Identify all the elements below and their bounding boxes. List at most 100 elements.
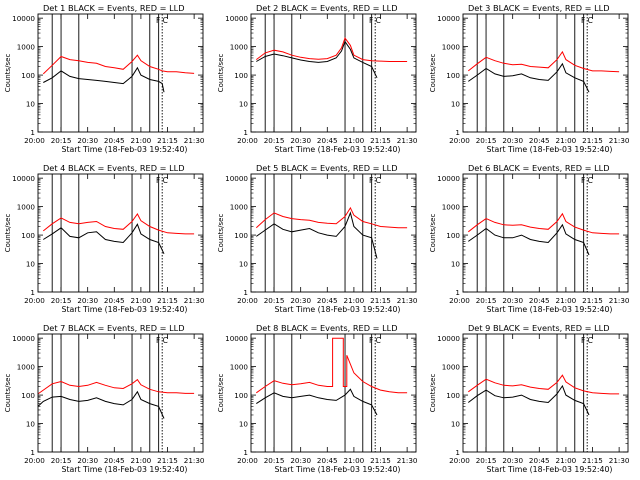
- x-tick-label: 21:15: [582, 296, 603, 305]
- x-tick-label: 21:00: [131, 296, 152, 305]
- events-rate-line: [43, 223, 165, 255]
- plot-frame: [37, 173, 204, 293]
- x-tick-label: 21:15: [157, 456, 178, 465]
- x-tick-label: 20:45: [529, 456, 550, 465]
- x-tick-label: 21:30: [397, 296, 418, 305]
- x-axis-label: Start Time (18-Feb-03 19:52:40): [275, 145, 401, 154]
- y-axis-label: Counts/sec: [4, 54, 12, 93]
- x-axis-label: Start Time (18-Feb-03 19:52:40): [487, 305, 613, 314]
- lld-rate-line: [255, 206, 408, 229]
- x-tick-label: 21:30: [184, 456, 205, 465]
- x-tick-label: 20:45: [104, 456, 125, 465]
- y-axis-label: Counts/sec: [4, 374, 12, 413]
- flag-label: C: [376, 336, 381, 345]
- events-rate-line: [468, 223, 590, 256]
- x-tick-label: 20:45: [529, 296, 550, 305]
- y-tick-label: 1: [455, 288, 460, 297]
- x-tick-label: 20:45: [104, 296, 125, 305]
- x-tick-label: 20:15: [51, 136, 72, 145]
- y-tick-label: 1000: [17, 203, 36, 212]
- x-tick-label: 20:45: [529, 136, 550, 145]
- x-tick-label: 20:30: [502, 456, 523, 465]
- events-rate-line: [43, 66, 165, 93]
- events-rate-line: [256, 388, 378, 416]
- flag-label: C: [376, 16, 381, 25]
- detector-panel-2: Det 2 BLACK = Events, RED = LLD Counts/se…: [217, 3, 418, 154]
- panel-title: Det 1 BLACK = Events, RED = LLD: [43, 3, 185, 13]
- lld-rate-line: [467, 212, 620, 235]
- y-axis-label: Counts/sec: [4, 214, 12, 253]
- detector-panel-3: Det 3 BLACK = Events, RED = LLD Counts/se…: [429, 3, 630, 154]
- flag-label: C: [163, 176, 168, 185]
- flag-label: F: [581, 176, 585, 185]
- x-tick-label: 21:00: [556, 456, 577, 465]
- x-tick-label: 20:30: [290, 296, 311, 305]
- x-axis-label: Start Time (18-Feb-03 19:52:40): [487, 145, 613, 154]
- x-axis-label: Start Time (18-Feb-03 19:52:40): [275, 305, 401, 314]
- x-tick-label: 21:00: [344, 136, 365, 145]
- x-axis-label: Start Time (18-Feb-03 19:52:40): [62, 305, 188, 314]
- x-tick-label: 20:30: [502, 296, 523, 305]
- flag-label: C: [588, 176, 593, 185]
- x-tick-label: 20:15: [264, 456, 285, 465]
- x-tick-label: 21:15: [582, 136, 603, 145]
- x-tick-label: 20:00: [24, 296, 45, 305]
- x-tick-label: 20:15: [264, 296, 285, 305]
- y-tick-label: 10000: [12, 174, 35, 183]
- y-tick-label: 1: [243, 128, 248, 137]
- y-tick-label: 10000: [437, 14, 460, 23]
- y-tick-label: 1: [30, 448, 35, 457]
- x-axis-label: Start Time (18-Feb-03 19:52:40): [62, 465, 188, 474]
- events-rate-line: [467, 384, 590, 416]
- y-tick-label: 100: [446, 391, 460, 400]
- y-axis-label: Counts/sec: [217, 54, 225, 93]
- x-axis-label: Start Time (18-Feb-03 19:52:40): [275, 465, 401, 474]
- x-tick-label: 21:00: [131, 456, 152, 465]
- detector-panel-4: Det 4 BLACK = Events, RED = LLD Counts/se…: [4, 163, 205, 314]
- y-tick-label: 100: [21, 71, 35, 80]
- x-tick-label: 20:30: [502, 136, 523, 145]
- x-tick-label: 21:00: [131, 136, 152, 145]
- x-tick-label: 20:00: [449, 456, 470, 465]
- plot-frame: [462, 13, 629, 133]
- x-tick-label: 21:00: [556, 136, 577, 145]
- lld-rate-line: [37, 378, 195, 395]
- x-tick-label: 20:00: [449, 136, 470, 145]
- x-tick-label: 21:30: [184, 136, 205, 145]
- x-tick-label: 20:30: [77, 136, 98, 145]
- y-tick-label: 10: [451, 260, 461, 269]
- y-tick-label: 10000: [437, 174, 460, 183]
- x-tick-label: 21:30: [609, 456, 630, 465]
- x-tick-label: 20:30: [290, 136, 311, 145]
- panel-title: Det 4 BLACK = Events, RED = LLD: [43, 163, 185, 173]
- x-tick-label: 20:15: [476, 136, 497, 145]
- flag-label: C: [163, 336, 168, 345]
- x-tick-label: 20:15: [264, 136, 285, 145]
- detector-panel-7: Det 7 BLACK = Events, RED = LLD Counts/se…: [4, 323, 205, 474]
- lld-rate-line: [256, 337, 408, 394]
- lld-rate-line: [42, 54, 195, 75]
- y-tick-label: 10: [451, 100, 461, 109]
- plot-frame: [462, 173, 629, 293]
- flag-label: F: [156, 16, 160, 25]
- flag-label: F: [156, 336, 160, 345]
- flag-label: F: [369, 176, 373, 185]
- y-tick-label: 1: [455, 448, 460, 457]
- y-tick-label: 10: [239, 420, 249, 429]
- y-tick-label: 100: [21, 391, 35, 400]
- x-axis-label: Start Time (18-Feb-03 19:52:40): [487, 465, 613, 474]
- detector-panel-9: Det 9 BLACK = Events, RED = LLD Counts/se…: [429, 323, 630, 474]
- events-rate-line: [256, 211, 378, 259]
- events-rate-line: [37, 390, 165, 419]
- x-tick-label: 20:00: [24, 456, 45, 465]
- x-tick-label: 21:15: [370, 136, 391, 145]
- y-axis-label: Counts/sec: [429, 374, 437, 413]
- flag-label: F: [369, 336, 373, 345]
- x-axis-label: Start Time (18-Feb-03 19:52:40): [62, 145, 188, 154]
- x-tick-label: 21:15: [370, 296, 391, 305]
- panel-title: Det 3 BLACK = Events, RED = LLD: [468, 3, 610, 13]
- flag-label: C: [588, 16, 593, 25]
- x-tick-label: 21:30: [609, 136, 630, 145]
- x-tick-label: 20:15: [51, 456, 72, 465]
